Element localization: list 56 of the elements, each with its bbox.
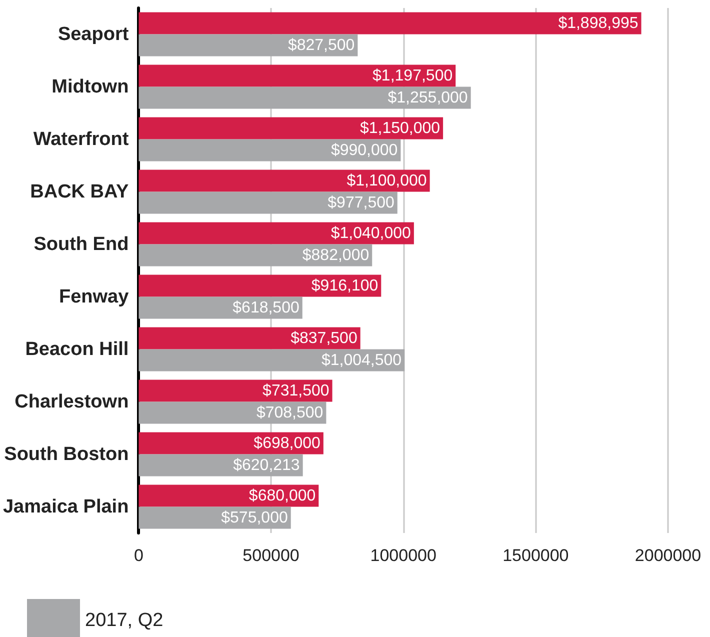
bar	[138, 402, 326, 424]
bar	[138, 12, 642, 34]
bar	[138, 222, 414, 244]
data-label: $977,500	[328, 194, 394, 212]
data-label: $575,000	[221, 509, 288, 526]
data-label: $1,150,000	[360, 120, 440, 137]
x-tick-label: 2000000	[634, 546, 702, 565]
y-tick-label: Fenway	[58, 286, 130, 308]
bar	[138, 244, 372, 266]
data-label: $1,197,500	[372, 67, 453, 84]
data-label: $882,000	[302, 246, 370, 264]
x-tick-label: 500000	[242, 546, 300, 565]
bar	[138, 192, 398, 214]
bar	[138, 274, 382, 297]
bar	[138, 327, 360, 350]
y-tick-label: Midtown	[52, 76, 129, 98]
data-label: $620,213	[233, 456, 300, 474]
bar	[138, 506, 291, 529]
data-label: $827,500	[288, 36, 355, 54]
bar	[138, 296, 302, 319]
bar	[138, 349, 405, 372]
bar	[138, 432, 324, 454]
data-label: $731,500	[262, 382, 330, 400]
bar	[138, 64, 456, 87]
data-label: $837,500	[290, 330, 358, 347]
y-tick-label: Beacon Hill	[25, 338, 129, 360]
bar	[138, 380, 332, 402]
data-label: $1,898,995	[558, 14, 638, 32]
data-label: $618,500	[232, 299, 300, 316]
y-tick-label: BACK BAY	[30, 181, 130, 202]
data-label: $1,040,000	[330, 224, 412, 242]
y-tick-label: Seaport	[58, 24, 130, 45]
x-tick-label: 1000000	[370, 546, 436, 565]
bar	[138, 484, 319, 507]
x-tick-label: 1500000	[502, 546, 569, 565]
data-label: $680,000	[248, 487, 316, 504]
y-tick-label: Waterfront	[33, 128, 130, 150]
y-tick-label: Charlestown	[14, 391, 129, 412]
data-label: $1,004,500	[321, 352, 402, 369]
bar	[138, 139, 401, 162]
bar	[138, 34, 358, 56]
bar	[138, 86, 471, 109]
data-label: $1,255,000	[388, 89, 468, 106]
data-label: $708,500	[256, 404, 324, 422]
data-label: $916,100	[311, 277, 378, 294]
y-tick-label: South Boston	[4, 444, 129, 465]
legend-label: 2017, Q2	[85, 610, 164, 631]
data-label: $698,000	[254, 434, 321, 452]
data-label: $990,000	[330, 142, 398, 159]
bar	[138, 117, 444, 140]
x-tick-label: 0	[134, 546, 144, 565]
bar	[138, 170, 430, 192]
y-tick-label: South End	[34, 234, 129, 255]
y-tick-label: Jamaica Plain	[2, 496, 129, 518]
data-label: $1,100,000	[346, 172, 427, 190]
bar	[138, 454, 303, 476]
